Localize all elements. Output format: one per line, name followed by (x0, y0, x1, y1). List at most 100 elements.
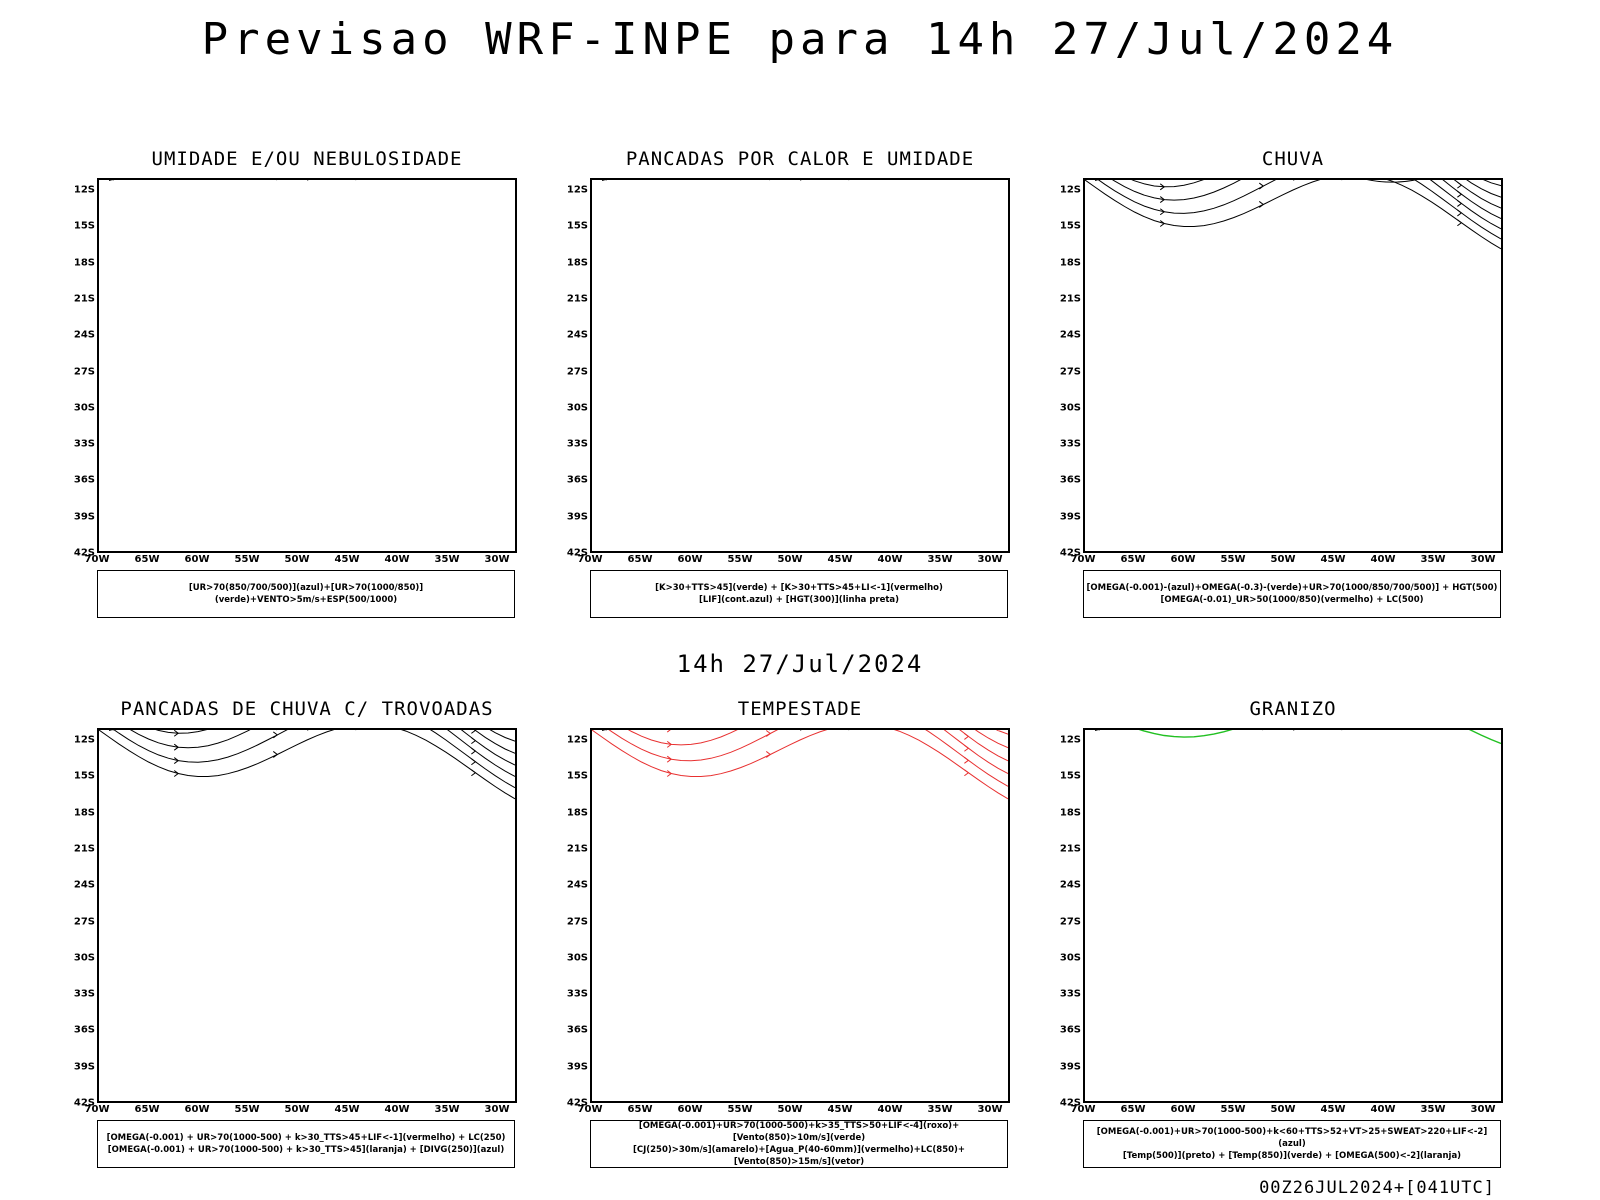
lon-tick-label: 40W (877, 554, 903, 565)
streamline (974, 730, 1008, 749)
lon-tick-label: 45W (827, 554, 853, 565)
streamline (592, 730, 1008, 800)
stream-arrow (765, 751, 772, 758)
panel-title: GRANIZO (1249, 698, 1337, 720)
lat-tick-label: 39S (73, 1061, 95, 1073)
lat-tick-label: 30S (73, 402, 95, 414)
lon-tick-label: 40W (1370, 554, 1396, 565)
stream-arrow (1457, 200, 1463, 207)
lon-tick-label: 70W (1070, 1104, 1096, 1115)
panel-chuva: CHUVA 12S 15S 18S 21S 24S 27S 30S 33S 36S 39S 42S … (1060, 148, 1503, 623)
cyclone-rings (1366, 180, 1418, 183)
lon-tick-label: 45W (827, 1104, 853, 1115)
lat-tick-label: 33S (1059, 988, 1081, 1000)
map-granizo: -9-12-12-12-15-15-18-18-21-21-21-24-27-3… (1083, 728, 1503, 1103)
lat-tick-label: 15S (1059, 770, 1081, 782)
lat-tick-label: 36S (1059, 474, 1081, 486)
lat-tick-label: 12S (73, 184, 95, 196)
lon-tick-label: 65W (1120, 1104, 1146, 1115)
streamline (1112, 180, 1501, 230)
cyclone-ring (1366, 180, 1418, 183)
map-pancadas-calor: 9600960095209520952094409440936093609280… (590, 178, 1010, 553)
lat-tick-label: 27S (566, 366, 588, 378)
panel-pancadas-calor: PANCADAS POR CALOR E UMIDADE 12S 15S 18S 21… (567, 148, 1010, 623)
lat-tick-label: 21S (1059, 293, 1081, 305)
streamline (1085, 180, 1501, 250)
lon-tick-label: 50W (777, 554, 803, 565)
lat-tick-label: 39S (73, 511, 95, 523)
lat-tick-label: 36S (1059, 1024, 1081, 1036)
lat-axis: 12S 15S 18S 21S 24S 27S 30S 33S 36S 39S 42S (63, 178, 95, 559)
streamline (155, 730, 515, 766)
lon-tick-label: 70W (577, 1104, 603, 1115)
lat-tick-label: 15S (566, 770, 588, 782)
map-canvas (99, 730, 515, 800)
lat-tick-label: 27S (73, 366, 95, 378)
lat-axis: 12S 15S 18S 21S 24S 27S 30S 33S 36S 39S 42S (1049, 178, 1081, 559)
lat-tick-label: 33S (566, 988, 588, 1000)
lat-tick-label: 24S (73, 879, 95, 891)
lon-tick-label: 40W (384, 554, 410, 565)
legend-line: [OMEGA(-0.01)_UR>50(1000/850)(vermelho) … (1160, 595, 1424, 605)
lat-tick-label: 21S (73, 843, 95, 855)
lon-tick-label: 30W (484, 1104, 510, 1115)
panel-title: UMIDADE E/OU NEBULOSIDADE (151, 148, 463, 170)
temp850-contour (1138, 730, 1501, 745)
lon-axis: 70W 65W 60W 55W 50W 45W 40W 35W 30W (578, 554, 1010, 568)
stream-arrow (272, 731, 279, 739)
lat-axis: 12S 15S 18S 21S 24S 27S 30S 33S 36S 39S 42S (556, 728, 588, 1109)
lat-tick-label: 18S (566, 257, 588, 269)
panel-granizo: GRANIZO 12S 15S 18S 21S 24S 27S 30S 33S 36S 39S 42… (1060, 698, 1503, 1173)
lon-tick-label: 50W (284, 1104, 310, 1115)
map-tempestade (590, 728, 1010, 1103)
lon-tick-label: 30W (977, 554, 1003, 565)
map-canvas: 1012101610161016101610161020102010241016… (108, 180, 357, 182)
lat-tick-label: 15S (73, 770, 95, 782)
lon-tick-label: 55W (727, 1104, 753, 1115)
lon-tick-label: 35W (1420, 554, 1446, 565)
lon-tick-label: 55W (727, 554, 753, 565)
lon-tick-label: 50W (284, 554, 310, 565)
stream-arrow (1457, 181, 1463, 189)
legend-box: [OMEGA(-0.001)+UR>70(1000-500)+k>35_TTS>… (590, 1120, 1008, 1168)
lon-tick-label: 60W (677, 554, 703, 565)
lat-tick-label: 27S (73, 916, 95, 928)
lon-tick-label: 35W (927, 554, 953, 565)
lat-tick-label: 33S (1059, 438, 1081, 450)
stream-arrow (765, 730, 772, 737)
stream-arrow (666, 755, 673, 763)
streamline (627, 730, 1008, 775)
lon-tick-label: 55W (1220, 1104, 1246, 1115)
stream-arrow (272, 751, 279, 758)
lon-tick-label: 60W (184, 554, 210, 565)
stream-arrow (173, 770, 180, 777)
lat-tick-label: 12S (1059, 734, 1081, 746)
lat-tick-label: 33S (73, 438, 95, 450)
main-title: Previsao WRF-INPE para 14h 27/Jul/2024 (201, 14, 1399, 65)
lat-tick-label: 36S (566, 1024, 588, 1036)
panel-title: CHUVA (1261, 148, 1325, 170)
lat-tick-label: 42S (73, 547, 95, 559)
lat-tick-label: 18S (1059, 807, 1081, 819)
legend-box: [UR>70(850/700/500)](azul)+[UR>70(1000/8… (97, 570, 515, 618)
stream-arrow (1457, 209, 1463, 217)
lat-tick-label: 15S (73, 220, 95, 232)
legend-box: [K>30+TTS>45](verde) + [K>30+TTS>45+LI<-… (590, 570, 1008, 618)
lat-axis: 12S 15S 18S 21S 24S 27S 30S 33S 36S 39S 42S (63, 728, 95, 1109)
legend-line: [Temp(500)](preto) + [Temp(850)](verde) … (1122, 1151, 1462, 1161)
lat-tick-label: 12S (73, 734, 95, 746)
legend-box: [OMEGA(-0.001)+UR>70(1000-500)+k<60+TTS>… (1083, 1120, 1501, 1168)
lat-axis: 12S 15S 18S 21S 24S 27S 30S 33S 36S 39S 42S (1049, 728, 1081, 1109)
lon-tick-label: 40W (877, 1104, 903, 1115)
panel-umidade: UMIDADE E/OU NEBULOSIDADE 12S 15S 18S 21S 24… (74, 148, 517, 623)
stream-arrow (1457, 190, 1463, 198)
lon-tick-label: 45W (1320, 554, 1346, 565)
panel-title: PANCADAS DE CHUVA C/ TROVOADAS (120, 698, 494, 720)
stream-arrow (471, 747, 477, 755)
map-canvas: -9-12-12-12-15-15-18-18-21-21-21-24-27-3… (1094, 730, 1501, 745)
streamline (1097, 180, 1501, 240)
lat-axis: 12S 15S 18S 21S 24S 27S 30S 33S 36S 39S 42S (556, 178, 588, 559)
panel-title: PANCADAS POR CALOR E UMIDADE (625, 148, 975, 170)
lon-tick-label: 60W (1170, 554, 1196, 565)
streamline (1131, 180, 1501, 220)
